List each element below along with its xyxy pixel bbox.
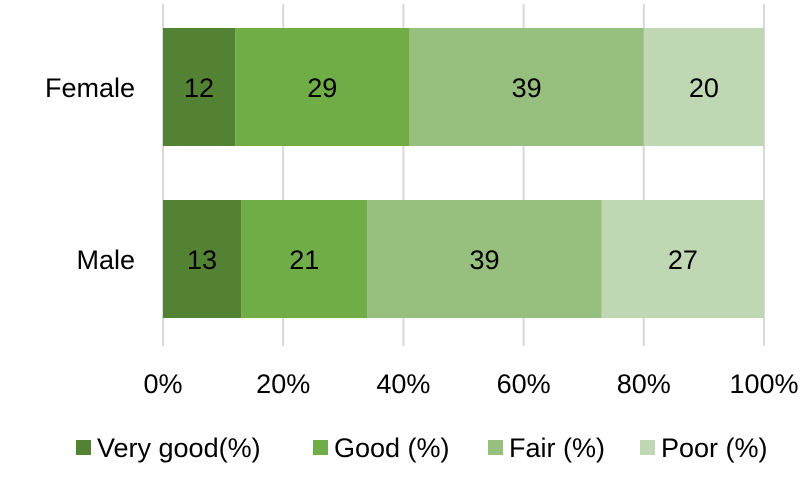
legend-label: Fair (%) <box>509 433 605 463</box>
bar-segment-male-1 <box>241 200 368 318</box>
bar-segment-male-0 <box>163 200 242 318</box>
legend-label: Poor (%) <box>661 433 768 463</box>
data-label: 39 <box>470 245 500 275</box>
legend-label: Good (%) <box>334 433 450 463</box>
legend: Very good(%) Good (%) Fair (%) Poor (%) <box>76 433 768 463</box>
category-label-male: Male <box>76 245 135 275</box>
bar-segment-female-3 <box>643 28 764 146</box>
legend-swatch <box>640 440 655 455</box>
legend-swatch <box>76 440 91 455</box>
x-tick-label: 60% <box>497 369 551 399</box>
bar-segments <box>163 28 764 318</box>
x-tick-label: 100% <box>729 369 798 399</box>
data-label: 12 <box>184 73 214 103</box>
data-label: 27 <box>668 245 698 275</box>
legend-swatch <box>313 440 328 455</box>
category-labels: Female Male <box>45 73 135 275</box>
bar-segment-female-0 <box>163 28 236 146</box>
bar-segment-female-2 <box>409 28 644 146</box>
bar-segment-female-1 <box>235 28 410 146</box>
x-axis-tick-labels: 0% 20% 40% 60% 80% 100% <box>143 369 798 399</box>
x-tick-label: 40% <box>376 369 430 399</box>
category-label-female: Female <box>45 73 135 103</box>
x-tick-label: 80% <box>617 369 671 399</box>
legend-label: Very good(%) <box>97 433 261 463</box>
data-labels: 12 29 39 20 13 21 39 27 <box>184 73 719 275</box>
legend-swatch <box>488 440 503 455</box>
data-label: 39 <box>512 73 542 103</box>
data-label: 21 <box>289 245 319 275</box>
x-tick-label: 0% <box>143 369 182 399</box>
data-label: 13 <box>187 245 217 275</box>
bar-segment-male-3 <box>601 200 764 318</box>
data-label: 20 <box>689 73 719 103</box>
x-tick-label: 20% <box>256 369 310 399</box>
data-label: 29 <box>307 73 337 103</box>
bar-segment-male-2 <box>367 200 602 318</box>
